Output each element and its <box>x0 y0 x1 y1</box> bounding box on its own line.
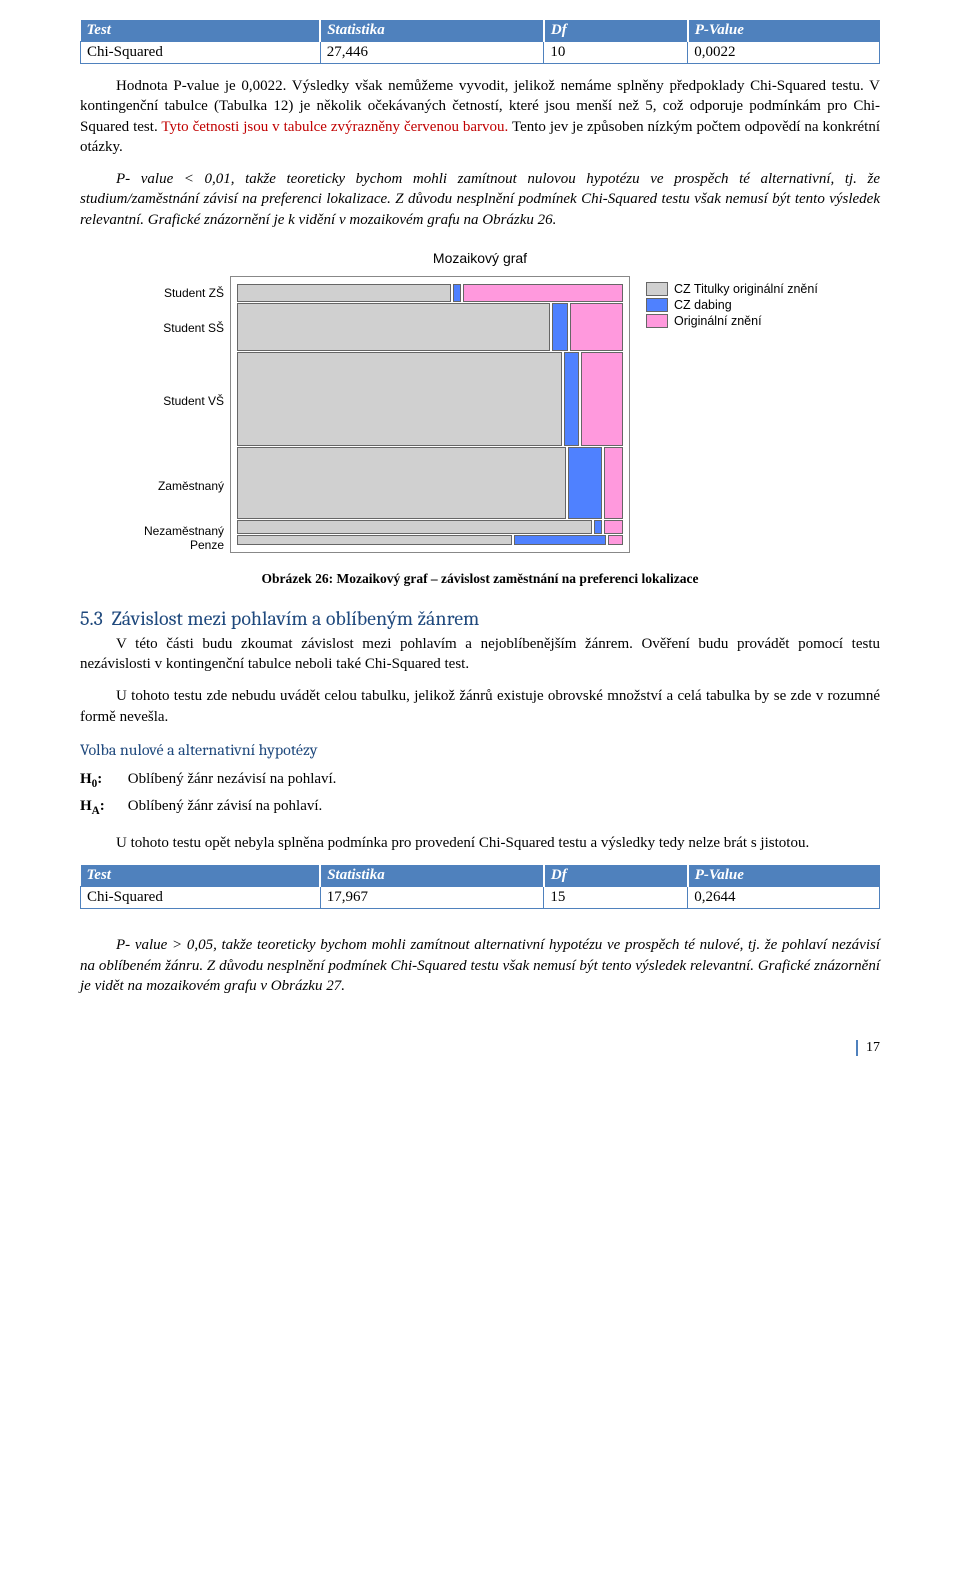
paragraph: U tohoto testu zde nebudu uvádět celou t… <box>80 686 880 727</box>
table-row: Chi-Squared 27,446 10 0,0022 <box>81 42 880 64</box>
mosaic-row-label: Student ZŠ <box>120 283 230 303</box>
h0-sub: 0 <box>92 778 98 790</box>
mosaic-segment <box>237 535 512 545</box>
figure-caption: Obrázek 26: Mozaikový graf – závislost z… <box>80 571 880 587</box>
mosaic-segment <box>552 303 567 351</box>
mosaic-segment <box>594 520 602 534</box>
mosaic-row-label: Penze <box>120 539 230 551</box>
ha-label: H <box>80 798 92 814</box>
mosaic-title: Mozaikový graf <box>80 250 880 266</box>
mosaic-row-label: Student VŠ <box>120 353 230 449</box>
highlighted-text: Tyto četnosti jsou v tabulce zvýrazněny … <box>161 119 508 135</box>
mosaic-segment <box>237 303 550 351</box>
section-number: 5.3 <box>80 607 103 630</box>
td-df: 15 <box>544 887 688 909</box>
legend-label: CZ Titulky originální znění <box>674 282 818 296</box>
mosaic-legend: CZ Titulky originální znění CZ dabing Orig… <box>646 280 818 330</box>
legend-swatch <box>646 298 668 312</box>
stat-table-2: Test Statistika Df P-Value Chi-Squared 1… <box>80 865 880 909</box>
table-row: Chi-Squared 17,967 15 0,2644 <box>81 887 880 909</box>
mosaic-segment <box>237 520 592 534</box>
th-stat: Statistika <box>320 865 544 887</box>
legend-item: Originální znění <box>646 314 818 328</box>
mosaic-segment <box>237 352 562 446</box>
paragraph: V této části budu zkoumat závislost mezi… <box>80 634 880 675</box>
legend-item: CZ Titulky originální znění <box>646 282 818 296</box>
stat-table-1: Test Statistika Df P-Value Chi-Squared 2… <box>80 20 880 64</box>
page-number: 17 <box>856 1040 880 1056</box>
mosaic-segment <box>581 352 623 446</box>
paragraph: U tohoto testu opět nebyla splněna podmí… <box>80 833 880 853</box>
mosaic-segment <box>237 284 451 302</box>
th-pval: P-Value <box>688 865 880 887</box>
mosaic-segment <box>604 520 623 534</box>
mosaic-row-label: Student SŠ <box>120 303 230 353</box>
mosaic-row <box>237 284 623 302</box>
page: Test Statistika Df P-Value Chi-Squared 2… <box>40 0 920 1096</box>
mosaic-left: Student ZŠStudent SŠStudent VŠZaměstnaný… <box>120 276 630 553</box>
mosaic-segment <box>564 352 579 446</box>
mosaic-row-labels: Student ZŠStudent SŠStudent VŠZaměstnaný… <box>120 276 230 553</box>
th-df: Df <box>544 20 688 42</box>
hypothesis-ha: HA: Oblíbený žánr závisí na pohlaví. <box>80 796 880 819</box>
legend-label: Originální znění <box>674 314 762 328</box>
page-number-area: 17 <box>80 1036 880 1056</box>
td-stat: 27,446 <box>320 42 544 64</box>
mosaic-segment <box>514 535 606 545</box>
td-pval: 0,2644 <box>688 887 880 909</box>
mosaic-segment <box>237 447 566 519</box>
mosaic-segment <box>570 303 623 351</box>
td-stat: 17,967 <box>320 887 544 909</box>
th-df: Df <box>544 865 688 887</box>
mosaic-row <box>237 520 623 534</box>
section-title: Závislost mezi pohlavím a oblíbeným žánr… <box>112 607 480 630</box>
mosaic-row <box>237 303 623 351</box>
mosaic-row-label: Nezaměstnaný <box>120 523 230 539</box>
mosaic-segment <box>608 535 623 545</box>
h0-label: H <box>80 771 92 787</box>
th-test: Test <box>81 865 321 887</box>
section-heading: 5.3 Závislost mezi pohlavím a oblíbeným … <box>80 607 880 630</box>
legend-label: CZ dabing <box>674 298 732 312</box>
th-pval: P-Value <box>688 20 880 42</box>
td-pval: 0,0022 <box>688 42 880 64</box>
hypothesis-h0: H0: Oblíbený žánr nezávisí na pohlaví. <box>80 769 880 792</box>
mosaic-row <box>237 447 623 519</box>
td-test: Chi-Squared <box>81 42 321 64</box>
th-stat: Statistika <box>320 20 544 42</box>
mosaic-figure: Mozaikový graf Student ZŠStudent SŠStude… <box>80 250 880 553</box>
legend-swatch <box>646 314 668 328</box>
ha-text: Oblíbený žánr závisí na pohlaví. <box>128 798 323 814</box>
ha-sub: A <box>92 805 100 817</box>
mosaic-segment <box>604 447 623 519</box>
paragraph-italic: P- value < 0,01, takže teoreticky bychom… <box>80 169 880 230</box>
mosaic-row-label: Zaměstnaný <box>120 449 230 523</box>
mosaic-plot <box>230 276 630 553</box>
mosaic-segment <box>463 284 623 302</box>
td-test: Chi-Squared <box>81 887 321 909</box>
mosaic-segment <box>568 447 602 519</box>
th-test: Test <box>81 20 321 42</box>
legend-item: CZ dabing <box>646 298 818 312</box>
mosaic-segment <box>453 284 461 302</box>
h0-text: Oblíbený žánr nezávisí na pohlaví. <box>128 771 337 787</box>
subheading: Volba nulové a alternativní hypotézy <box>80 741 880 759</box>
mosaic-area: Student ZŠStudent SŠStudent VŠZaměstnaný… <box>120 276 880 553</box>
mosaic-row <box>237 352 623 446</box>
paragraph: Hodnota P-value je 0,0022. Výsledky však… <box>80 76 880 157</box>
mosaic-row <box>237 535 623 545</box>
td-df: 10 <box>544 42 688 64</box>
paragraph-italic: P- value > 0,05, takže teoreticky bychom… <box>80 935 880 996</box>
legend-swatch <box>646 282 668 296</box>
